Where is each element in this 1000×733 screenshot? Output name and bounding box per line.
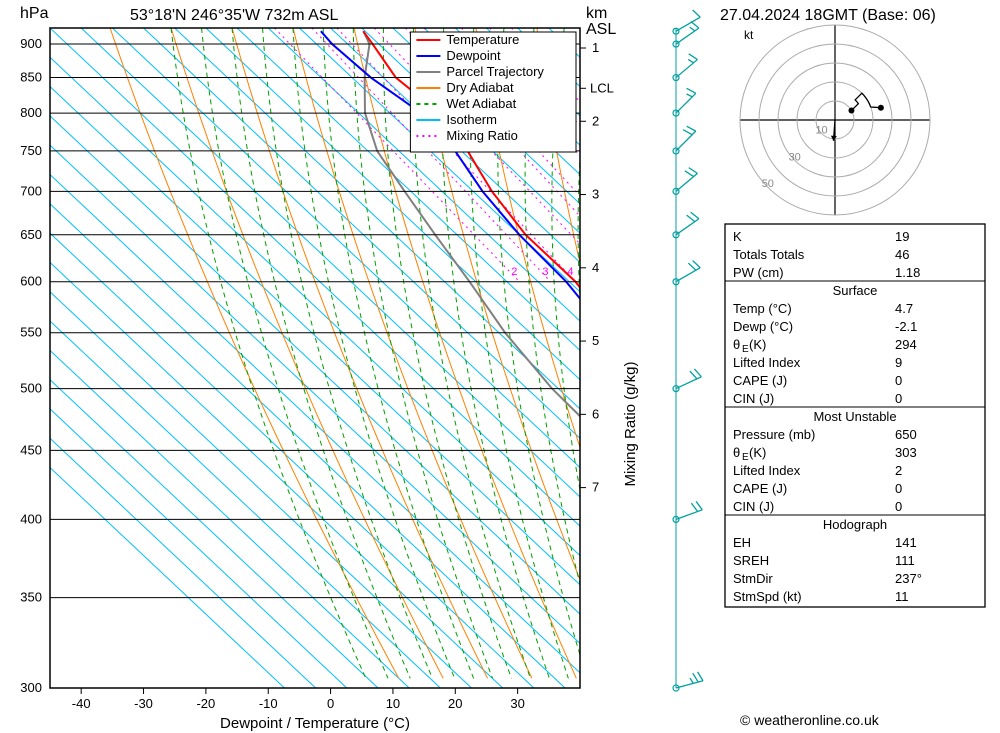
svg-text:3: 3: [592, 187, 599, 202]
svg-text:CAPE (J): CAPE (J): [733, 373, 787, 388]
skewt-svg: hPa kmASL 53°18'N 246°35'W 732m ASL 27.04.2…: [0, 0, 1000, 733]
svg-text:(K): (K): [749, 445, 766, 460]
svg-text:Parcel Trajectory: Parcel Trajectory: [446, 64, 544, 79]
svg-text:K: K: [733, 229, 742, 244]
svg-text:294: 294: [895, 337, 917, 352]
svg-text:7: 7: [592, 480, 599, 495]
svg-text:800: 800: [20, 105, 42, 120]
svg-text:Dry Adiabat: Dry Adiabat: [446, 80, 514, 95]
svg-text:900: 900: [20, 36, 42, 51]
svg-text:750: 750: [20, 143, 42, 158]
svg-text:StmDir: StmDir: [733, 571, 773, 586]
svg-text:0: 0: [895, 481, 902, 496]
svg-text:-20: -20: [196, 696, 215, 711]
svg-text:700: 700: [20, 183, 42, 198]
svg-text:6: 6: [592, 406, 599, 421]
svg-text:1: 1: [592, 40, 599, 55]
svg-text:Dewp (°C): Dewp (°C): [733, 319, 793, 334]
svg-text:EH: EH: [733, 535, 751, 550]
svg-text:0: 0: [895, 499, 902, 514]
svg-text:kt: kt: [744, 28, 754, 42]
svg-text:4.7: 4.7: [895, 301, 913, 316]
svg-text:27.04.2024 18GMT (Base: 06): 27.04.2024 18GMT (Base: 06): [720, 7, 936, 24]
svg-text:450: 450: [20, 442, 42, 457]
svg-text:20: 20: [714, 266, 726, 278]
svg-text:0: 0: [895, 391, 902, 406]
svg-text:550: 550: [20, 325, 42, 340]
svg-text:Pressure (mb): Pressure (mb): [733, 427, 815, 442]
svg-text:50: 50: [762, 178, 774, 190]
svg-text:650: 650: [895, 427, 917, 442]
svg-text:CIN (J): CIN (J): [733, 499, 774, 514]
svg-text:Lifted Index: Lifted Index: [733, 355, 801, 370]
svg-text:E: E: [742, 452, 749, 463]
svg-text:ASL: ASL: [586, 21, 616, 38]
svg-text:(K): (K): [749, 337, 766, 352]
svg-text:11: 11: [895, 589, 909, 604]
svg-text:500: 500: [20, 381, 42, 396]
svg-text:-30: -30: [134, 696, 153, 711]
svg-text:237°: 237°: [895, 571, 922, 586]
svg-text:2: 2: [592, 113, 599, 128]
svg-text:30: 30: [510, 696, 524, 711]
svg-text:SREH: SREH: [733, 553, 769, 568]
svg-text:6: 6: [608, 266, 614, 278]
svg-text:8: 8: [633, 266, 639, 278]
svg-text:Hodograph: Hodograph: [823, 517, 887, 532]
svg-text:Temp (°C): Temp (°C): [733, 301, 792, 316]
svg-text:9: 9: [895, 355, 902, 370]
svg-text:4: 4: [592, 260, 599, 275]
svg-text:Surface: Surface: [833, 283, 878, 298]
svg-text:111: 111: [895, 553, 915, 568]
svg-text:141: 141: [895, 535, 917, 550]
svg-text:-10: -10: [259, 696, 278, 711]
svg-text:θ: θ: [733, 445, 740, 460]
svg-text:LCL: LCL: [590, 80, 614, 95]
svg-text:Mixing Ratio: Mixing Ratio: [446, 128, 518, 143]
svg-text:30: 30: [789, 151, 801, 163]
svg-text:2: 2: [895, 463, 902, 478]
svg-text:Dewpoint / Temperature (°C): Dewpoint / Temperature (°C): [220, 715, 410, 732]
svg-text:E: E: [742, 344, 749, 355]
svg-text:StmSpd (kt): StmSpd (kt): [733, 589, 802, 604]
svg-text:Dewpoint: Dewpoint: [446, 48, 501, 63]
svg-text:Temperature: Temperature: [446, 32, 519, 47]
svg-text:hPa: hPa: [20, 5, 49, 22]
svg-text:-2.1: -2.1: [895, 319, 917, 334]
svg-text:0: 0: [895, 373, 902, 388]
svg-text:850: 850: [20, 70, 42, 85]
svg-text:km: km: [586, 5, 607, 22]
svg-text:1.18: 1.18: [895, 265, 920, 280]
svg-text:0: 0: [327, 696, 334, 711]
svg-text:PW (cm): PW (cm): [733, 265, 784, 280]
svg-text:46: 46: [895, 247, 909, 262]
svg-text:53°18'N 246°35'W 732m ASL: 53°18'N 246°35'W 732m ASL: [130, 7, 338, 24]
svg-text:Most Unstable: Most Unstable: [813, 409, 896, 424]
svg-text:3: 3: [542, 266, 548, 278]
skewt-chart: hPa kmASL 53°18'N 246°35'W 732m ASL 27.04.2…: [0, 0, 1000, 733]
svg-text:CAPE (J): CAPE (J): [733, 481, 787, 496]
svg-text:600: 600: [20, 274, 42, 289]
svg-text:303: 303: [895, 445, 917, 460]
svg-text:19: 19: [895, 229, 909, 244]
svg-text:20: 20: [448, 696, 462, 711]
svg-text:10: 10: [386, 696, 400, 711]
svg-text:10: 10: [815, 124, 827, 136]
svg-text:Isotherm: Isotherm: [446, 112, 497, 127]
svg-text:5: 5: [592, 333, 599, 348]
svg-text:Mixing Ratio (g/kg): Mixing Ratio (g/kg): [622, 361, 639, 486]
svg-text:10: 10: [648, 266, 660, 278]
svg-text:2: 2: [511, 266, 517, 278]
svg-text:θ: θ: [733, 337, 740, 352]
svg-text:CIN (J): CIN (J): [733, 391, 774, 406]
svg-text:-40: -40: [72, 696, 91, 711]
svg-text:© weatheronline.co.uk: © weatheronline.co.uk: [740, 712, 880, 728]
svg-text:400: 400: [20, 511, 42, 526]
svg-text:300: 300: [20, 680, 42, 695]
svg-text:Totals Totals: Totals Totals: [733, 247, 805, 262]
svg-text:350: 350: [20, 590, 42, 605]
svg-text:Wet Adiabat: Wet Adiabat: [446, 96, 516, 111]
svg-text:650: 650: [20, 227, 42, 242]
svg-text:Lifted Index: Lifted Index: [733, 463, 801, 478]
